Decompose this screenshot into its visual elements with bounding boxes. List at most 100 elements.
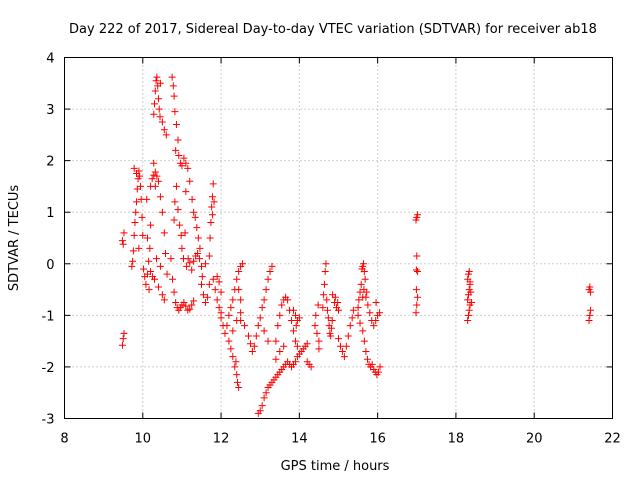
data-point bbox=[208, 203, 216, 211]
data-point bbox=[586, 283, 594, 291]
y-tick-label: -2 bbox=[42, 361, 55, 376]
data-point bbox=[223, 322, 231, 330]
data-point bbox=[258, 304, 266, 312]
data-point bbox=[413, 213, 421, 221]
data-point bbox=[256, 314, 264, 322]
data-point bbox=[186, 305, 194, 313]
data-point bbox=[215, 278, 223, 286]
data-point bbox=[363, 355, 371, 363]
data-point bbox=[194, 234, 202, 242]
data-point bbox=[334, 298, 342, 306]
data-point bbox=[241, 322, 249, 330]
data-point bbox=[276, 311, 284, 319]
data-point bbox=[295, 314, 303, 322]
data-point bbox=[156, 113, 164, 121]
data-point bbox=[213, 273, 221, 281]
data-point bbox=[206, 234, 214, 242]
data-point bbox=[135, 244, 143, 252]
data-point bbox=[264, 337, 272, 345]
data-point bbox=[315, 345, 323, 353]
data-point bbox=[362, 347, 370, 355]
data-point bbox=[154, 95, 162, 103]
data-point bbox=[163, 270, 171, 278]
data-point bbox=[276, 347, 284, 355]
data-point bbox=[198, 273, 206, 281]
data-point bbox=[234, 378, 242, 386]
data-point bbox=[291, 358, 299, 366]
data-point bbox=[359, 327, 367, 335]
data-point bbox=[139, 231, 147, 239]
data-point bbox=[585, 317, 593, 325]
data-point bbox=[158, 291, 166, 299]
data-point bbox=[248, 347, 256, 355]
grid-lines bbox=[64, 57, 613, 419]
x-tick-label: 10 bbox=[135, 432, 152, 447]
data-point bbox=[366, 309, 374, 317]
data-point bbox=[205, 280, 213, 288]
data-point bbox=[143, 195, 151, 203]
data-point bbox=[235, 384, 243, 392]
data-point bbox=[131, 219, 139, 227]
x-tick-label: 16 bbox=[369, 432, 386, 447]
data-point bbox=[362, 293, 370, 301]
data-point bbox=[161, 249, 169, 257]
data-point bbox=[151, 100, 159, 108]
y-tick-label: 2 bbox=[46, 155, 54, 170]
data-point bbox=[120, 229, 128, 237]
data-point bbox=[319, 304, 327, 312]
data-point bbox=[321, 268, 329, 276]
data-point bbox=[327, 332, 335, 340]
data-point bbox=[132, 208, 140, 216]
y-tick-label: -1 bbox=[42, 309, 55, 324]
data-point bbox=[153, 172, 161, 180]
data-point bbox=[342, 342, 350, 350]
data-point bbox=[413, 301, 421, 309]
data-point bbox=[158, 208, 166, 216]
data-point bbox=[129, 257, 137, 265]
data-point bbox=[128, 262, 136, 270]
y-tick-label: 4 bbox=[46, 52, 54, 67]
data-point bbox=[348, 314, 356, 322]
data-point bbox=[328, 317, 336, 325]
data-point bbox=[160, 296, 168, 304]
data-point bbox=[288, 317, 296, 325]
data-point bbox=[322, 260, 330, 268]
data-point bbox=[260, 296, 268, 304]
data-point bbox=[150, 171, 158, 179]
data-point bbox=[356, 288, 364, 296]
data-point bbox=[217, 314, 225, 322]
data-point bbox=[587, 288, 595, 296]
data-point bbox=[171, 108, 179, 116]
data-point bbox=[335, 306, 342, 314]
data-point bbox=[169, 82, 177, 90]
data-point bbox=[372, 317, 380, 325]
data-point bbox=[225, 337, 233, 345]
data-point bbox=[156, 193, 164, 201]
data-point bbox=[292, 322, 300, 330]
data-point bbox=[272, 355, 280, 363]
data-point bbox=[154, 177, 162, 185]
data-point bbox=[221, 329, 229, 337]
data-point bbox=[172, 121, 180, 129]
data-point bbox=[208, 193, 216, 201]
data-point bbox=[147, 221, 155, 229]
data-point bbox=[160, 229, 168, 237]
data-point bbox=[346, 322, 354, 330]
data-point bbox=[260, 394, 268, 402]
data-point bbox=[172, 182, 180, 190]
data-point bbox=[180, 154, 188, 162]
data-point bbox=[201, 298, 209, 306]
y-tick-label: 3 bbox=[46, 103, 54, 118]
data-point bbox=[231, 363, 239, 371]
data-point bbox=[254, 322, 262, 330]
data-point bbox=[140, 265, 148, 273]
data-point bbox=[151, 87, 159, 95]
data-point bbox=[293, 342, 301, 350]
data-point bbox=[370, 322, 378, 330]
data-point bbox=[349, 306, 357, 314]
data-point bbox=[146, 244, 154, 252]
data-point bbox=[250, 342, 258, 350]
data-point bbox=[169, 275, 177, 283]
